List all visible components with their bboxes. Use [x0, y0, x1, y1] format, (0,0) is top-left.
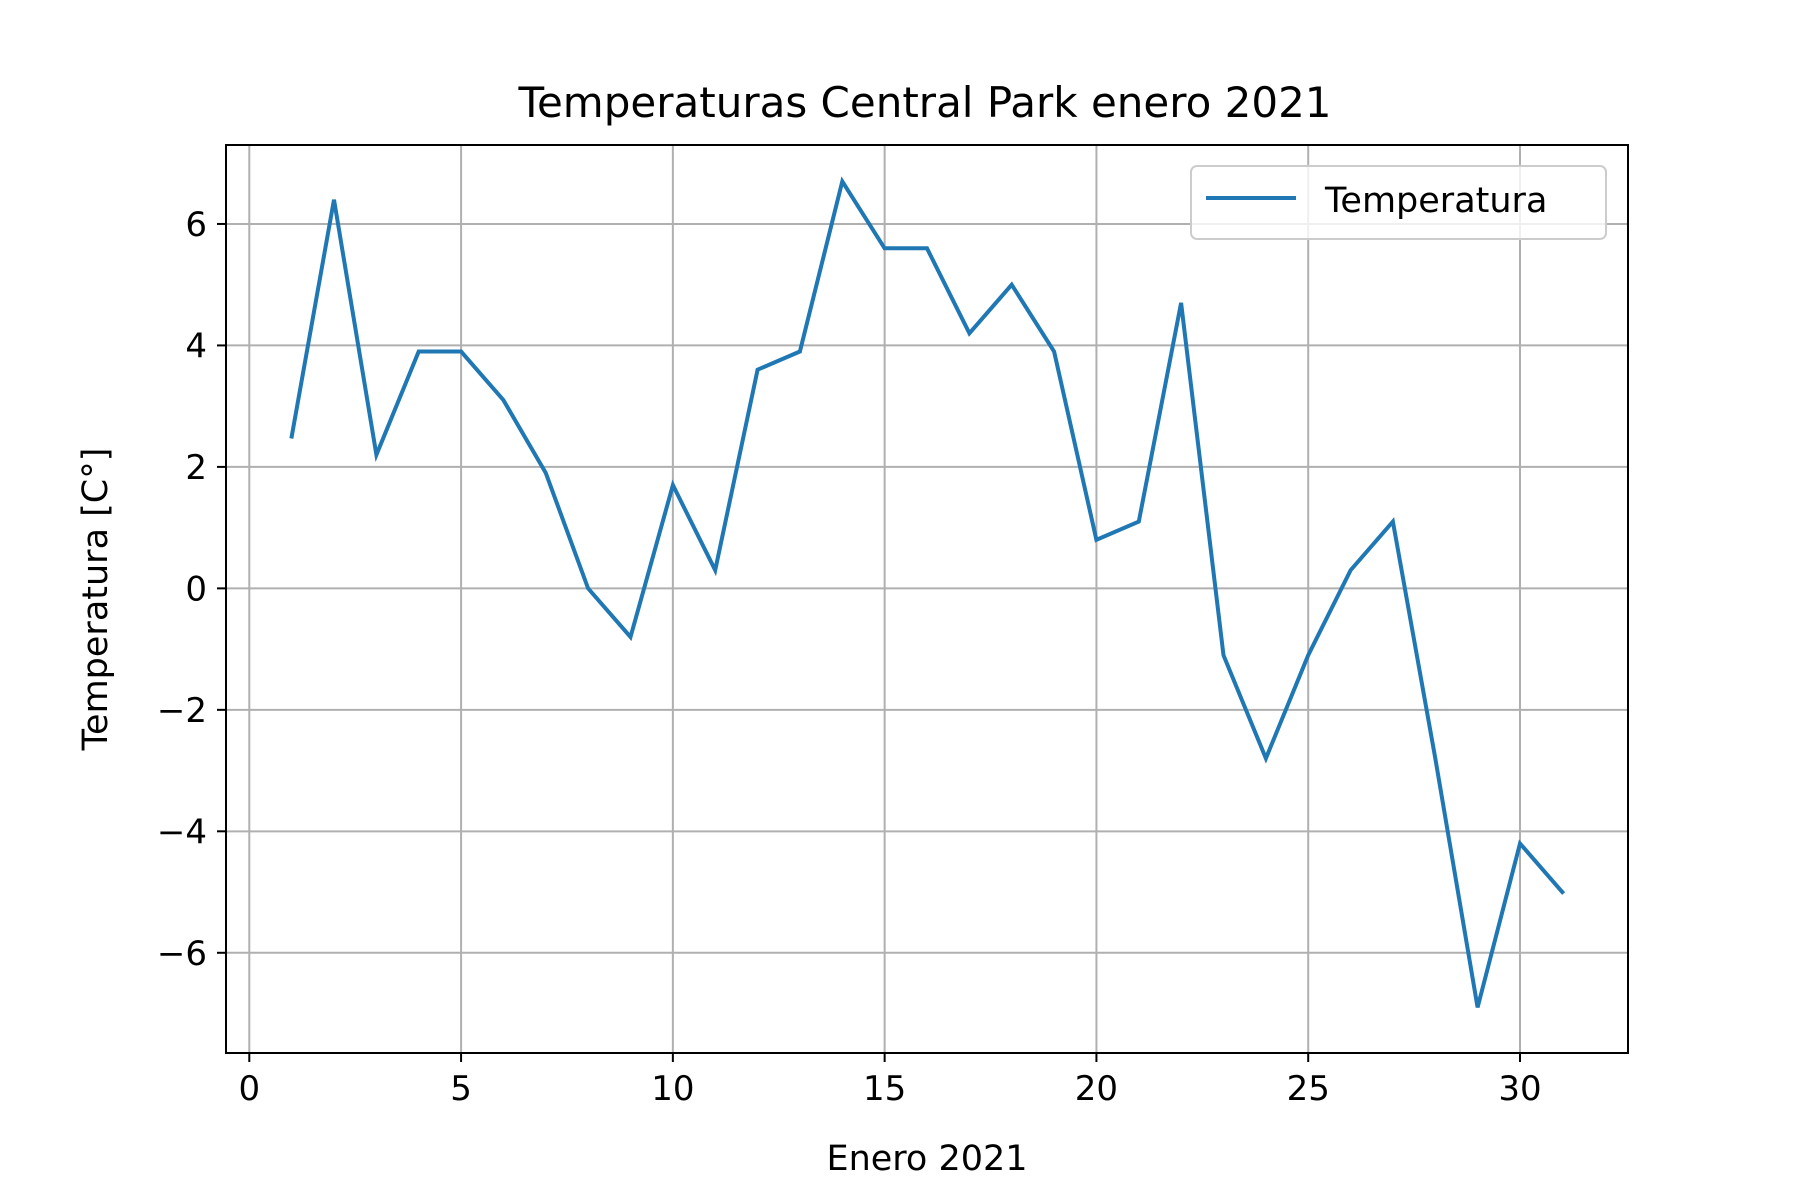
x-tick-label: 30 [1498, 1069, 1541, 1109]
y-tick-label: −4 [157, 812, 207, 852]
y-tick-label: 4 [185, 326, 207, 366]
y-tick-label: 6 [185, 205, 207, 245]
y-axis-ticks: −6 −4 −2 0 2 4 6 [157, 205, 226, 974]
x-axis-ticks: 0 5 10 15 20 25 30 [238, 1053, 1542, 1109]
x-tick-label: 10 [651, 1069, 694, 1109]
y-tick-label: −6 [157, 934, 207, 974]
x-tick-label: 5 [450, 1069, 472, 1109]
plot-area-frame [225, 144, 1629, 1054]
x-axis-label: Enero 2021 [826, 1139, 1027, 1179]
legend-label-temperatura: Temperatura [1324, 181, 1547, 221]
series-line-temperatura [289, 176, 1566, 1008]
y-tick-label: 2 [185, 448, 207, 488]
y-tick-label: −2 [157, 691, 207, 731]
legend: Temperatura [1190, 165, 1607, 240]
grid-lines [226, 145, 1628, 1053]
y-axis-label: Temperatura [C°] [76, 448, 116, 752]
y-tick-label: 0 [185, 569, 207, 609]
series-layer [289, 176, 1566, 1008]
legend-box [1190, 165, 1607, 240]
x-tick-label: 0 [238, 1069, 260, 1109]
x-tick-label: 25 [1287, 1069, 1330, 1109]
x-tick-label: 20 [1075, 1069, 1118, 1109]
x-tick-label: 15 [863, 1069, 906, 1109]
chart-title: Temperaturas Central Park enero 2021 [517, 78, 1331, 127]
